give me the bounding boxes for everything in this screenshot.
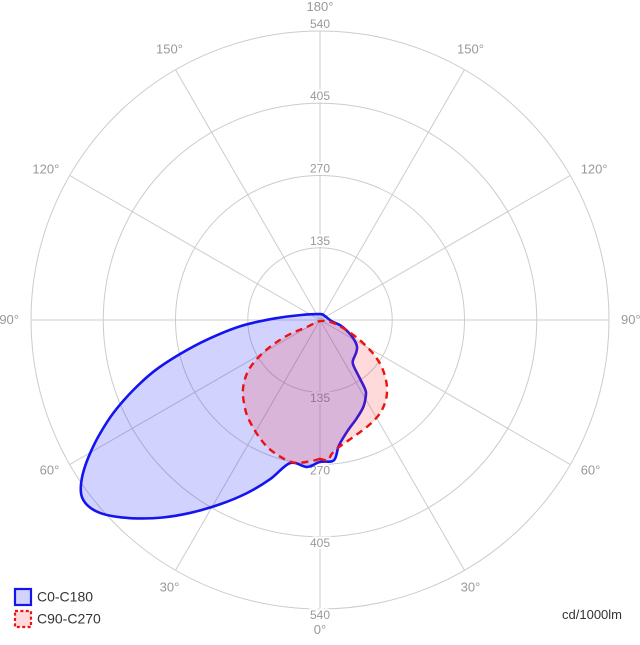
svg-text:30°: 30° <box>461 580 481 595</box>
svg-text:60°: 60° <box>40 463 60 478</box>
svg-text:C0-C180: C0-C180 <box>37 589 93 605</box>
svg-text:540: 540 <box>310 17 330 31</box>
svg-text:405: 405 <box>310 536 330 550</box>
svg-text:135: 135 <box>310 234 330 248</box>
svg-text:cd/1000lm: cd/1000lm <box>562 607 622 622</box>
svg-text:180°: 180° <box>307 0 334 14</box>
svg-text:270: 270 <box>310 162 330 176</box>
svg-text:90°: 90° <box>621 312 640 327</box>
svg-text:60°: 60° <box>581 463 601 478</box>
svg-text:C90-C270: C90-C270 <box>37 611 101 627</box>
svg-text:150°: 150° <box>156 41 183 56</box>
svg-text:30°: 30° <box>160 580 180 595</box>
svg-text:120°: 120° <box>581 162 608 177</box>
svg-text:150°: 150° <box>457 41 484 56</box>
svg-text:540: 540 <box>310 608 330 622</box>
svg-text:90°: 90° <box>0 312 19 327</box>
svg-text:405: 405 <box>310 89 330 103</box>
svg-text:0°: 0° <box>314 622 326 637</box>
svg-text:120°: 120° <box>32 162 59 177</box>
